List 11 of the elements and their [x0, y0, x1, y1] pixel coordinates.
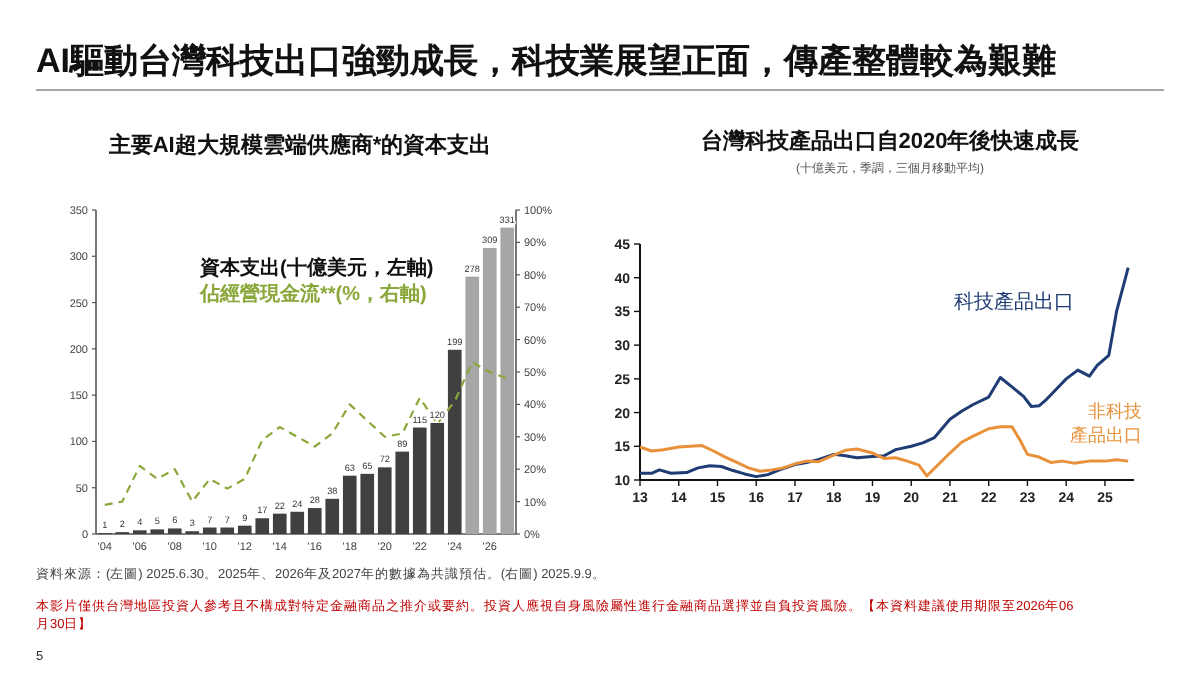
bar — [447, 349, 462, 534]
text: AI驅動台灣科技出口強勁成長，科技業展望正面，傳產整體較為艱難 — [36, 42, 1056, 80]
chart-title: 主要AI超大規模雲端供應商*的資本支出 — [106, 132, 492, 158]
line-series — [103, 361, 509, 506]
text: 佔經營現金流**(%，右軸) — [198, 282, 427, 306]
chart-title: 台灣科技產品出口自2020年後快速成長 — [700, 128, 1080, 154]
series-label: 資本支出(十億美元，左軸) — [198, 256, 434, 280]
bar — [465, 276, 480, 534]
series-label: 非科技產品出口 — [1070, 401, 1142, 446]
text: 科技產品出口 — [954, 289, 1074, 314]
line-series — [638, 425, 1130, 478]
